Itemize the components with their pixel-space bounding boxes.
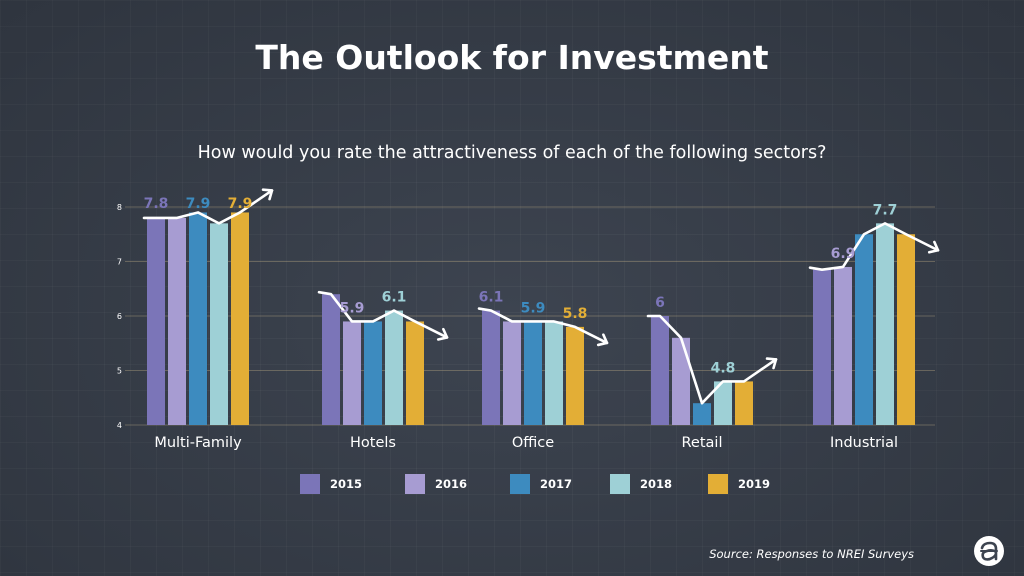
bar-retail-2018 [714,381,732,425]
brand-logo-icon [974,536,1004,566]
y-tick-label: 8 [117,203,122,212]
trend-line [477,307,609,345]
trend-line [142,189,274,225]
bar-office-2018 [545,321,563,425]
data-label: 6.1 [479,290,504,306]
legend-item-2016: 2016 [405,474,467,494]
data-label: 7.9 [228,196,253,212]
bar-office-2016 [503,321,521,425]
y-tick-label: 7 [117,258,122,267]
data-label: 5.8 [563,306,588,322]
data-label: 6.1 [382,290,407,306]
trend-line [646,314,778,405]
bar-multi-family-2017 [189,212,207,425]
bar-hotels-2018 [385,310,403,425]
y-tick-label: 6 [117,312,122,321]
legend-item-2018: 2018 [610,474,672,494]
legend-label: 2019 [738,477,771,491]
bar-multi-family-2016 [168,217,186,425]
bar-hotels-2019 [406,321,424,425]
chart-title: The Outlook for Investment [255,38,769,77]
data-label: 7.9 [186,196,211,212]
bar-office-2019 [566,326,584,425]
chart-subtitle: How would you rate the attractiveness of… [197,143,827,163]
bar-retail-2017 [693,403,711,425]
bar-retail-2015 [651,316,669,425]
bar-retail-2016 [672,337,690,425]
trend-line [808,222,940,271]
legend-swatch [300,474,320,494]
trend-arrow-head [261,188,274,201]
bar-hotels-2015 [322,294,340,425]
legend-label: 2017 [540,477,573,491]
data-label: 7.7 [873,202,898,218]
x-tick-label: Office [512,435,554,451]
legend-swatch [510,474,530,494]
bar-industrial-2017 [855,234,873,425]
data-label: 6.9 [831,246,856,262]
x-tick-label: Multi-Family [154,435,242,451]
x-tick-label: Hotels [350,435,396,451]
chart-legend: 2015 2016 2017 2018 2019 [300,474,780,498]
trend-arrow-head [436,327,449,341]
bar-retail-2019 [735,381,753,425]
data-label: 5.9 [340,300,365,316]
bar-industrial-2015 [813,269,831,425]
bar-hotels-2017 [364,321,382,425]
trend-line [317,290,449,339]
data-label: 6 [655,295,665,311]
bar-industrial-2016 [834,266,852,425]
bar-office-2015 [482,310,500,425]
data-label: 4.8 [711,360,736,376]
data-label: 7.8 [144,196,169,212]
bar-office-2017 [524,321,542,425]
bar-multi-family-2015 [147,217,165,425]
bar-multi-family-2018 [210,223,228,425]
data-label: 5.9 [521,300,546,316]
source-note: Source: Responses to NREI Surveys [709,547,914,561]
legend-label: 2018 [640,477,673,491]
y-tick-label: 5 [117,367,122,376]
legend-swatch [610,474,630,494]
bar-industrial-2018 [876,223,894,425]
x-tick-label: Industrial [830,435,898,451]
legend-label: 2015 [330,477,363,491]
bar-multi-family-2019 [231,212,249,425]
legend-item-2019: 2019 [708,474,770,494]
trend-arrow-head [596,333,609,347]
legend-swatch [708,474,728,494]
legend-swatch [405,474,425,494]
bar-hotels-2016 [343,321,361,425]
x-tick-label: Retail [682,435,723,451]
trend-arrow-head [927,240,940,254]
y-tick-label: 4 [117,421,122,430]
legend-item-2015: 2015 [300,474,362,494]
bar-industrial-2019 [897,234,915,425]
trend-arrow-head [765,357,778,370]
legend-label: 2016 [435,477,468,491]
legend-item-2017: 2017 [510,474,572,494]
